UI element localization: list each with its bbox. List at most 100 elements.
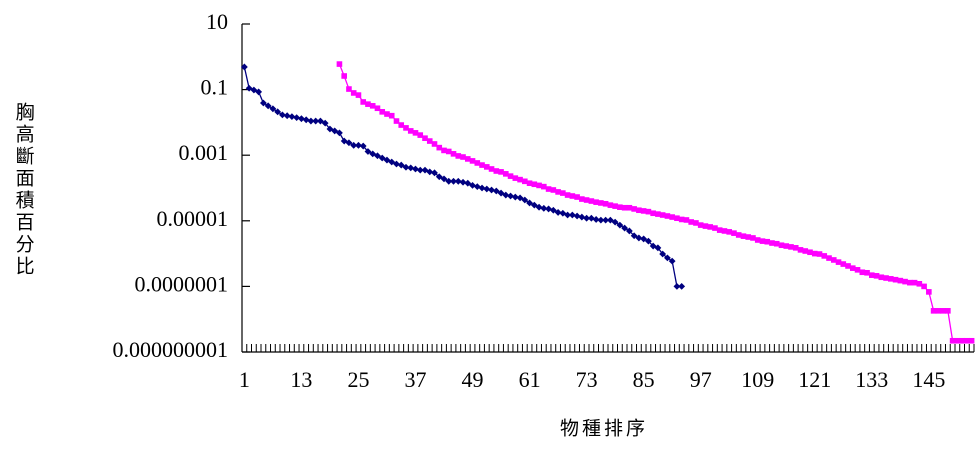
- marker: [945, 308, 951, 314]
- marker: [735, 232, 742, 238]
- marker: [764, 238, 771, 245]
- marker: [526, 199, 533, 207]
- marker: [930, 308, 937, 314]
- marker: [483, 164, 490, 170]
- marker: [369, 103, 376, 109]
- series-line: [243, 66, 682, 288]
- marker: [625, 227, 633, 235]
- marker: [788, 244, 794, 250]
- x-tick-label: 1: [239, 367, 250, 392]
- marker: [360, 99, 367, 105]
- marker: [907, 279, 913, 286]
- marker: [469, 182, 476, 189]
- marker: [588, 198, 595, 204]
- marker: [645, 237, 652, 245]
- marker: [516, 194, 524, 202]
- marker: [617, 204, 623, 210]
- marker: [421, 166, 429, 174]
- marker: [549, 206, 557, 214]
- marker: [830, 257, 837, 263]
- marker: [374, 105, 381, 112]
- marker: [968, 337, 975, 344]
- marker: [616, 221, 624, 229]
- marker: [888, 276, 894, 282]
- marker: [384, 111, 390, 117]
- marker: [750, 235, 756, 241]
- marker: [492, 187, 500, 195]
- marker: [255, 88, 263, 96]
- marker: [560, 190, 566, 196]
- marker: [602, 216, 610, 224]
- marker: [498, 169, 504, 175]
- marker: [640, 208, 647, 214]
- marker: [412, 165, 419, 173]
- marker: [507, 173, 514, 179]
- marker: [564, 211, 571, 219]
- marker: [911, 279, 918, 286]
- marker: [630, 232, 638, 240]
- marker: [840, 261, 847, 267]
- marker: [398, 122, 405, 128]
- marker: [640, 235, 648, 243]
- marker: [393, 118, 400, 124]
- marker: [583, 197, 590, 203]
- marker: [664, 254, 671, 262]
- marker: [526, 180, 533, 187]
- marker: [726, 229, 733, 235]
- marker: [964, 337, 970, 344]
- marker: [740, 233, 747, 239]
- marker: [621, 224, 629, 232]
- marker: [321, 119, 329, 127]
- marker: [655, 211, 661, 217]
- marker: [474, 160, 481, 166]
- marker: [598, 200, 604, 206]
- x-tick-label: 49: [462, 367, 484, 392]
- marker: [307, 117, 315, 125]
- marker: [450, 177, 457, 185]
- marker: [541, 183, 547, 190]
- x-tick-label: 73: [576, 367, 598, 392]
- marker: [921, 283, 927, 290]
- marker: [759, 238, 766, 244]
- marker: [531, 181, 538, 188]
- marker: [369, 150, 377, 158]
- marker: [503, 171, 509, 177]
- marker: [678, 216, 685, 223]
- marker: [792, 245, 799, 251]
- marker: [464, 156, 471, 162]
- x-axis-title: 物種排序: [560, 417, 648, 439]
- marker: [364, 148, 372, 155]
- marker: [450, 151, 457, 157]
- marker: [878, 274, 885, 281]
- marker: [517, 176, 523, 183]
- y-tick-label: 10: [206, 9, 228, 34]
- x-tick-label: 37: [404, 367, 426, 392]
- x-tick-label: 97: [690, 367, 712, 392]
- marker: [635, 234, 643, 242]
- marker: [407, 128, 414, 134]
- marker: [688, 219, 694, 225]
- marker: [579, 196, 585, 202]
- marker: [731, 230, 737, 236]
- marker: [674, 215, 680, 222]
- y-axis-title: 胸高斷面積百分比: [13, 102, 35, 278]
- marker: [350, 90, 357, 96]
- x-tick-label: 133: [855, 367, 888, 392]
- x-tick-label: 145: [912, 367, 945, 392]
- marker: [721, 228, 728, 234]
- marker: [954, 337, 961, 344]
- marker: [393, 160, 400, 168]
- marker: [536, 182, 542, 189]
- marker: [459, 178, 467, 186]
- marker: [445, 148, 452, 155]
- marker: [636, 207, 642, 214]
- marker: [441, 147, 447, 154]
- marker: [693, 220, 699, 226]
- marker: [426, 168, 434, 176]
- marker: [564, 192, 571, 198]
- marker: [502, 191, 510, 199]
- marker: [245, 84, 253, 92]
- marker: [916, 281, 923, 287]
- marker: [811, 250, 818, 257]
- marker: [668, 257, 676, 265]
